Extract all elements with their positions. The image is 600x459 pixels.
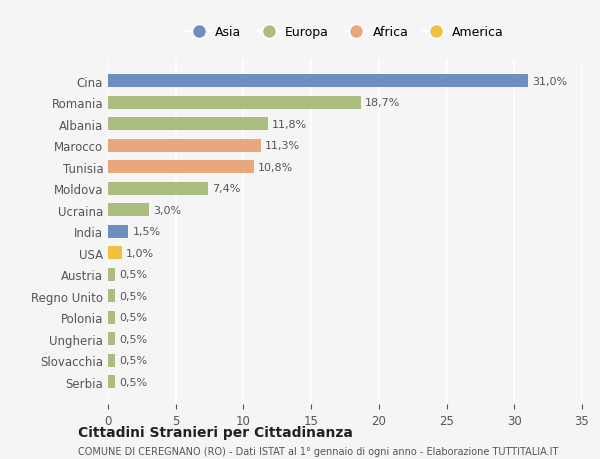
Text: 0,5%: 0,5% [119, 355, 147, 365]
Text: 0,5%: 0,5% [119, 334, 147, 344]
Text: 11,3%: 11,3% [265, 141, 300, 151]
Bar [108, 225, 128, 238]
Text: 0,5%: 0,5% [119, 291, 147, 301]
Bar [108, 97, 361, 110]
Bar [108, 354, 115, 367]
Text: COMUNE DI CEREGNANO (RO) - Dati ISTAT al 1° gennaio di ogni anno - Elaborazione : COMUNE DI CEREGNANO (RO) - Dati ISTAT al… [78, 447, 559, 456]
Text: 1,0%: 1,0% [125, 248, 154, 258]
Bar [108, 75, 528, 88]
Bar [108, 375, 115, 388]
Text: 0,5%: 0,5% [119, 377, 147, 387]
Bar [108, 183, 208, 196]
Bar [108, 247, 122, 260]
Text: 3,0%: 3,0% [152, 205, 181, 215]
Legend: Asia, Europa, Africa, America: Asia, Europa, Africa, America [181, 21, 509, 44]
Bar [108, 332, 115, 346]
Text: 0,5%: 0,5% [119, 313, 147, 323]
Bar [108, 118, 268, 131]
Text: 7,4%: 7,4% [212, 184, 241, 194]
Bar [108, 290, 115, 302]
Text: 1,5%: 1,5% [133, 227, 161, 237]
Text: 31,0%: 31,0% [532, 77, 567, 87]
Bar [108, 268, 115, 281]
Bar [108, 204, 149, 217]
Text: Cittadini Stranieri per Cittadinanza: Cittadini Stranieri per Cittadinanza [78, 425, 353, 439]
Bar [108, 311, 115, 324]
Text: 11,8%: 11,8% [272, 120, 307, 129]
Bar [108, 161, 254, 174]
Text: 10,8%: 10,8% [259, 162, 293, 173]
Text: 18,7%: 18,7% [365, 98, 401, 108]
Bar [108, 140, 261, 152]
Text: 0,5%: 0,5% [119, 270, 147, 280]
